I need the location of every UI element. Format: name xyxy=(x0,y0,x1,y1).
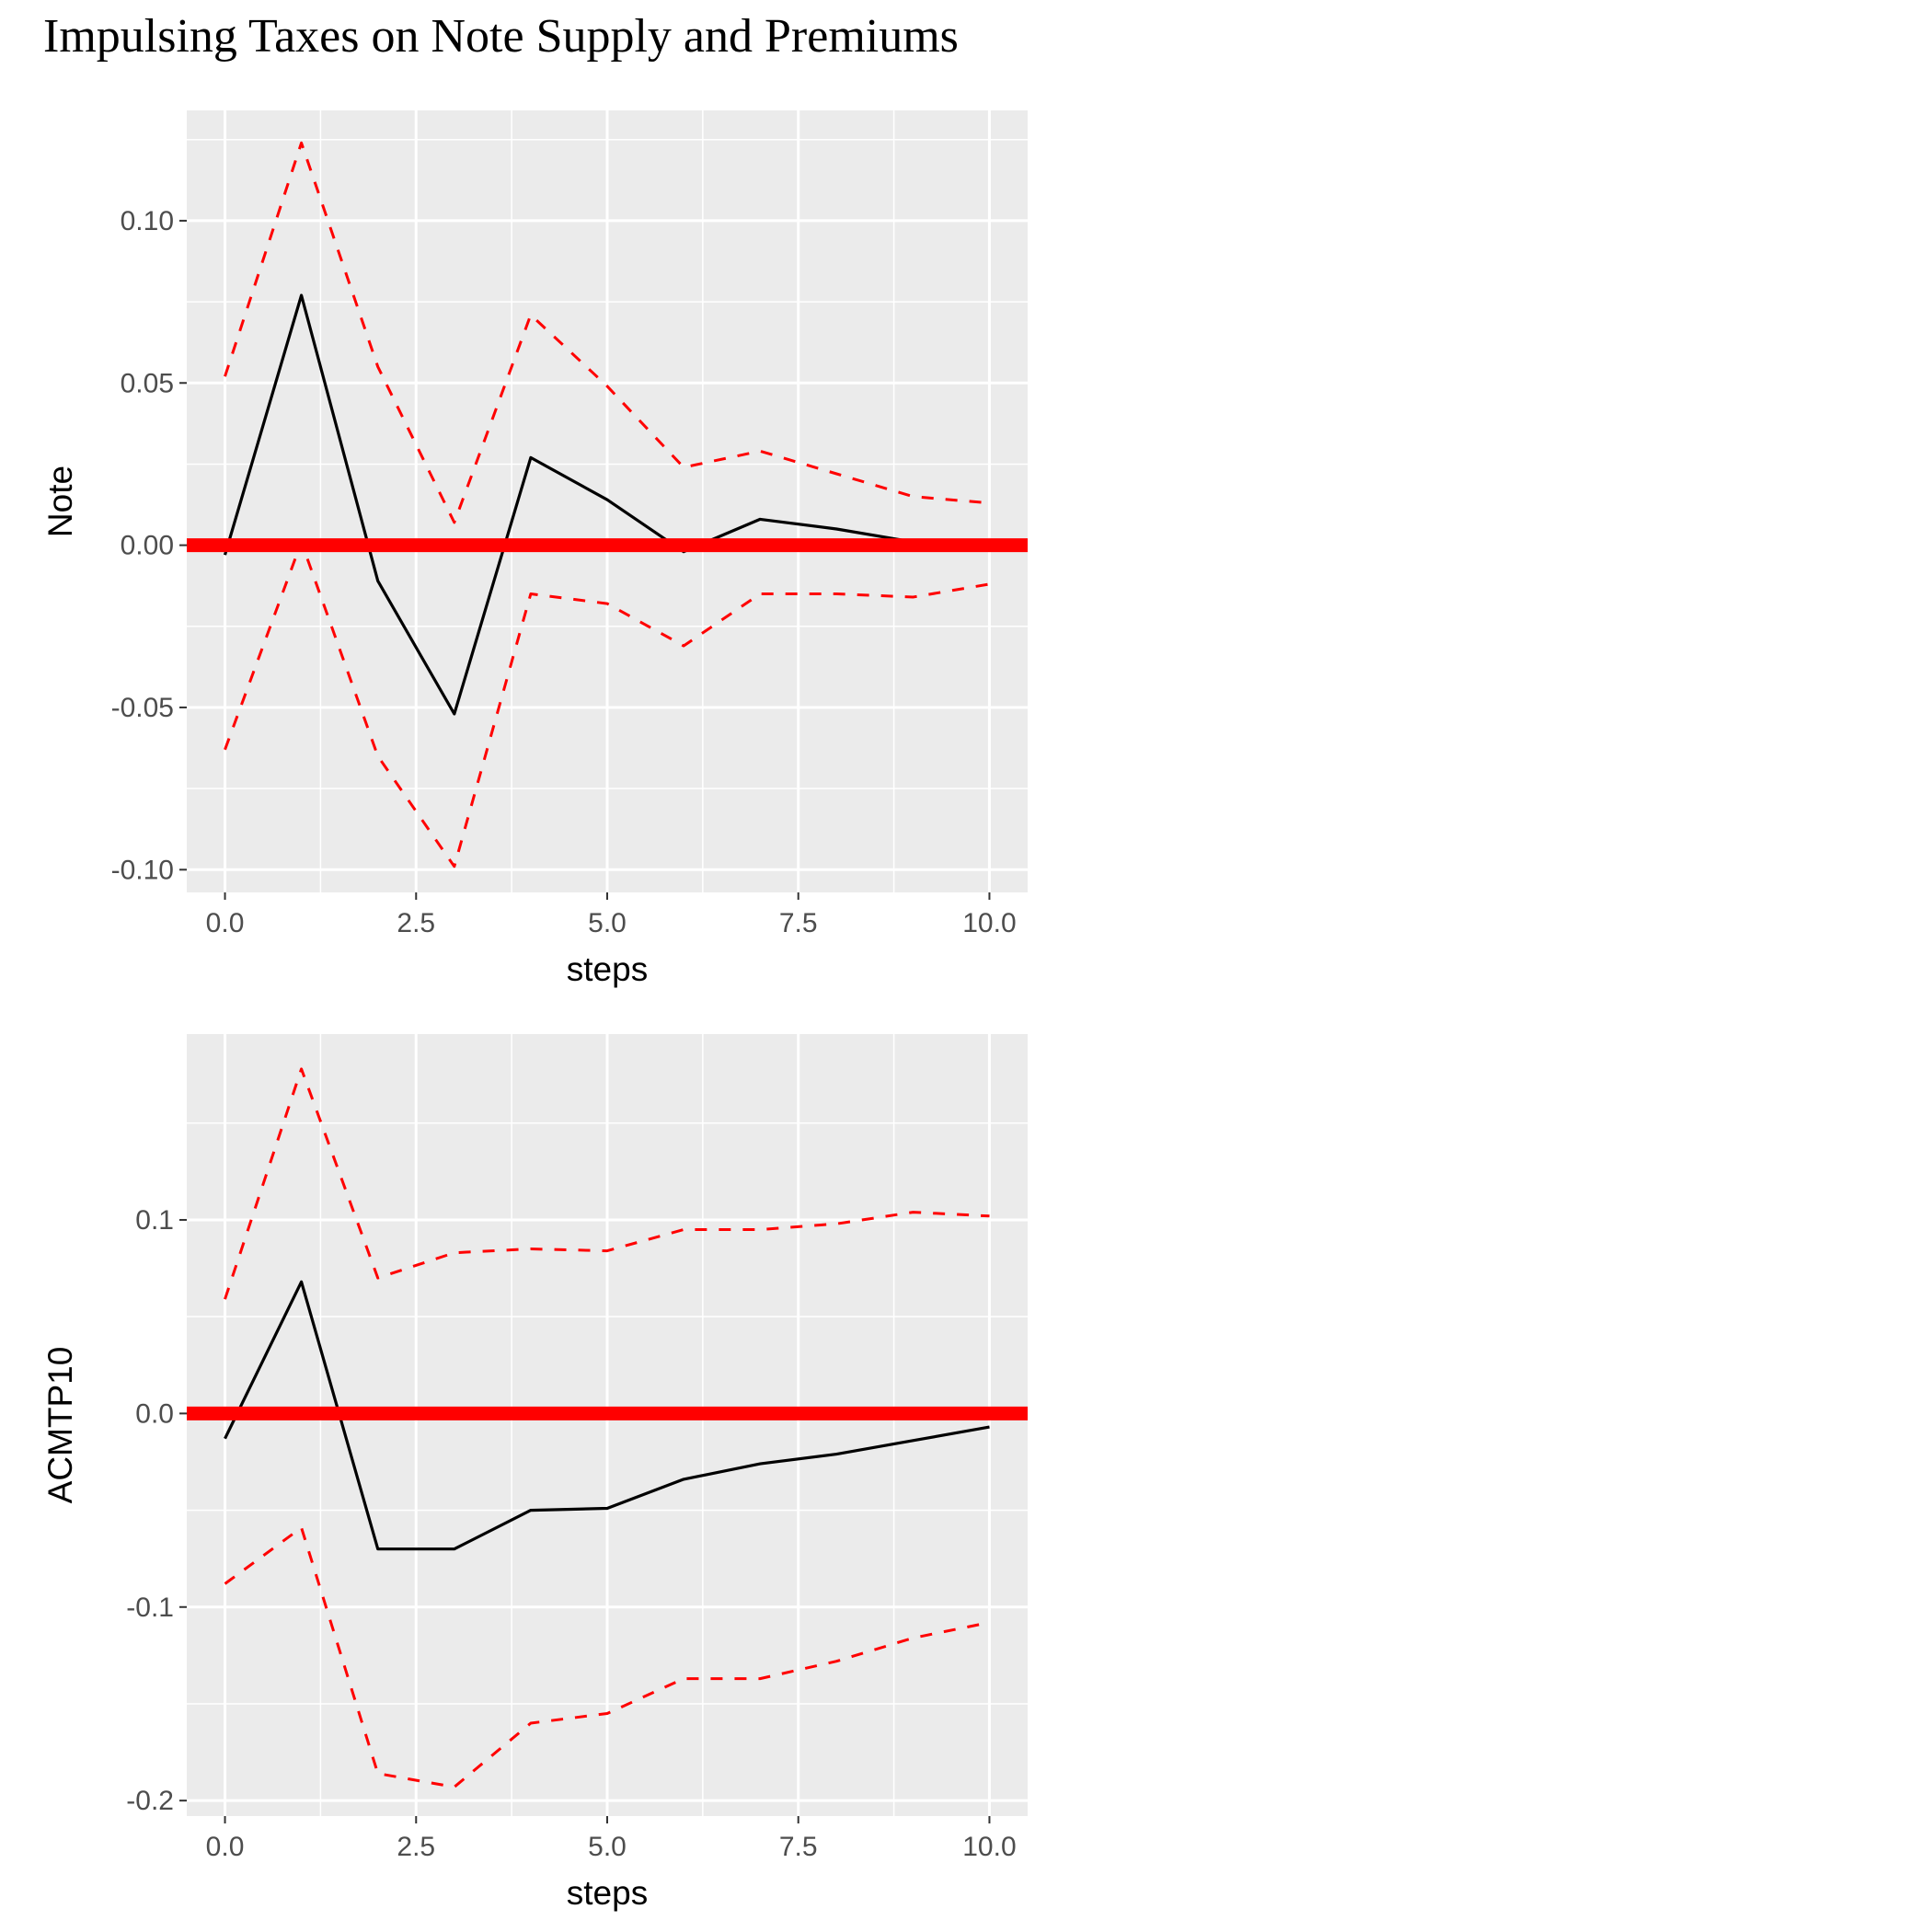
y-tick-label: 0.00 xyxy=(121,531,174,561)
x-tick-label: 2.5 xyxy=(397,1832,435,1862)
acmtp10-panel: -0.2 -0.1 0.0 0.1 0.0 2.5 5.0 7.5 10.0 steps ACMTP… xyxy=(41,1034,1028,1912)
y-tick-label: 0.05 xyxy=(121,368,174,398)
upper-line xyxy=(224,141,990,524)
y-tick-label: 0.0 xyxy=(135,1398,174,1429)
response-line xyxy=(223,293,990,716)
note-panel: -0.10 -0.05 0.00 0.05 0.10 0.0 2.5 5.0 7.5 10.0 st… xyxy=(41,110,1028,988)
y-tick-label: -0.1 xyxy=(126,1593,174,1623)
x-tick-label: 5.0 xyxy=(588,1832,627,1862)
lower-line xyxy=(224,1526,990,1788)
x-tick-label: 5.0 xyxy=(588,908,627,938)
lower-line xyxy=(224,540,990,868)
x-tick-label: 7.5 xyxy=(779,908,818,938)
x-axis-label: steps xyxy=(567,1874,648,1912)
y-axis-label: ACMTP10 xyxy=(41,1347,79,1504)
y-tick-label: 0.10 xyxy=(121,206,174,236)
figure-title: Impulsing Taxes on Note Supply and Premi… xyxy=(43,10,959,63)
x-tick-label: 0.0 xyxy=(206,1832,245,1862)
x-tick-label: 7.5 xyxy=(779,1832,818,1862)
x-axis-label: steps xyxy=(567,950,648,988)
y-tick-label: -0.05 xyxy=(111,693,174,723)
x-tick-label: 10.0 xyxy=(962,908,1016,938)
upper-line xyxy=(224,1067,990,1300)
x-tick-label: 2.5 xyxy=(397,908,435,938)
y-tick-label: -0.10 xyxy=(111,855,174,885)
y-tick-label: 0.1 xyxy=(135,1205,174,1236)
response-line xyxy=(224,1280,990,1551)
x-tick-label: 10.0 xyxy=(962,1832,1016,1862)
y-axis-label: Note xyxy=(41,466,79,537)
y-tick-label: -0.2 xyxy=(126,1786,174,1816)
x-tick-label: 0.0 xyxy=(206,908,245,938)
